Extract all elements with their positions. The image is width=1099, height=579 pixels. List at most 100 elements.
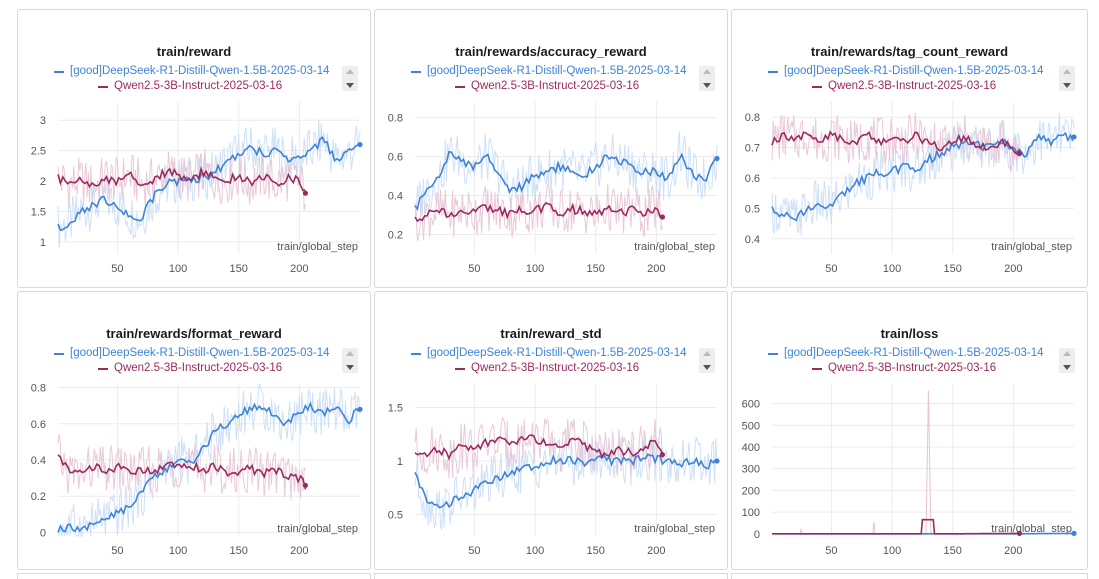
series-raw-trace (57, 119, 361, 248)
series-raw-trace (57, 383, 361, 537)
legend-item-series-b[interactable]: Qwen2.5-3B-Instruct-2025-03-16 (768, 79, 1048, 94)
x-tick-label: 100 (169, 545, 187, 557)
series-line[interactable] (771, 131, 1074, 222)
series-line[interactable] (414, 202, 663, 223)
scroll-up-icon[interactable] (703, 69, 711, 74)
series-end-point[interactable] (357, 141, 363, 148)
legend-item-series-b[interactable]: Qwen2.5-3B-Instruct-2025-03-16 (768, 361, 1048, 376)
chart-title: train/rewards/accuracy_reward (455, 44, 647, 59)
chart-plot-area[interactable]: 0 100 200 300 400 500 600 50 100 150 200 train/glob… (732, 292, 1088, 570)
series-line[interactable] (57, 401, 360, 533)
series-end-point[interactable] (714, 458, 720, 464)
scroll-up-icon[interactable] (703, 351, 711, 356)
series-end-point[interactable] (1071, 530, 1077, 536)
x-tick-label: 200 (290, 263, 308, 275)
legend-scroll-control[interactable] (1059, 348, 1075, 373)
chart-panel[interactable]: train/rewards/tag_count_reward [good]Deep… (731, 9, 1088, 288)
legend-swatch (455, 85, 465, 88)
chart-panel[interactable]: train/rewards/format_reward [good]DeepSee… (17, 291, 371, 570)
series-end-point[interactable] (302, 482, 309, 488)
scroll-up-icon[interactable] (1063, 69, 1071, 74)
series-raw-trace (414, 131, 718, 218)
series-end-point[interactable] (714, 155, 720, 162)
series-end-point[interactable] (659, 214, 666, 220)
chart-panel[interactable]: train/reward [good]DeepSeek-R1-Distill-Qw… (17, 9, 371, 288)
chart-plot-area[interactable]: 0 0.2 0.4 0.6 0.8 50 100 150 200 train/global_ste… (18, 292, 371, 570)
chart-panel[interactable]: train/loss [good]DeepSeek-R1-Distill-Qwen… (731, 291, 1088, 570)
series-end-point[interactable] (302, 190, 309, 196)
y-tick-label: 0.7 (745, 143, 760, 155)
series-line[interactable] (771, 130, 1021, 156)
legend-item-series-a[interactable]: [good]DeepSeek-R1-Distill-Qwen-1.5B-2025… (768, 64, 1048, 79)
x-axis-label: train/global_step (991, 523, 1072, 535)
chart-panel[interactable]: train/rewards/accuracy_reward [good]DeepS… (374, 9, 728, 288)
series-line[interactable] (772, 518, 1020, 535)
legend-item-series-b[interactable]: Qwen2.5-3B-Instruct-2025-03-16 (54, 361, 334, 376)
chart-plot-area[interactable]: 1 1.5 2 2.5 3 50 100 150 200 train/global_step (18, 10, 371, 288)
series-end-point[interactable] (1016, 151, 1023, 157)
legend-scroll-control[interactable] (342, 348, 358, 373)
legend-swatch (812, 367, 822, 370)
series-raw-trace (771, 112, 1075, 236)
scroll-down-icon[interactable] (703, 83, 711, 88)
y-tick-label: 0.5 (388, 510, 403, 522)
legend-label: [good]DeepSeek-R1-Distill-Qwen-1.5B-2025… (784, 347, 1044, 359)
scroll-up-icon[interactable] (1063, 351, 1071, 356)
series-end-point[interactable] (357, 406, 363, 412)
series-end-point[interactable] (659, 452, 666, 458)
y-tick-label: 0 (40, 527, 46, 539)
chart-plot-area[interactable]: 0.5 1 1.5 50 100 150 200 train/global_step (375, 292, 728, 570)
loss-spike-trace (799, 390, 932, 534)
legend-label: [good]DeepSeek-R1-Distill-Qwen-1.5B-2025… (427, 347, 687, 359)
y-tick-label: 200 (742, 485, 760, 497)
series-line[interactable] (57, 454, 307, 490)
y-tick-label: 600 (742, 399, 760, 411)
legend-item-series-a[interactable]: [good]DeepSeek-R1-Distill-Qwen-1.5B-2025… (54, 346, 334, 361)
legend-scroll-control[interactable] (342, 66, 358, 91)
legend-item-series-b[interactable]: Qwen2.5-3B-Instruct-2025-03-16 (54, 79, 334, 94)
series-end-point[interactable] (1071, 134, 1077, 140)
chart-plot-area[interactable]: 0.4 0.5 0.6 0.7 0.8 50 100 150 200 train/global_s… (732, 10, 1088, 288)
series-raw-trace (414, 416, 663, 479)
legend-item-series-a[interactable]: [good]DeepSeek-R1-Distill-Qwen-1.5B-2025… (54, 64, 334, 79)
y-tick-label: 300 (742, 464, 760, 476)
legend-scroll-control[interactable] (699, 348, 715, 373)
series-line[interactable] (414, 150, 717, 211)
legend-scroll-control[interactable] (699, 66, 715, 91)
legend-item-series-a[interactable]: [good]DeepSeek-R1-Distill-Qwen-1.5B-2025… (768, 346, 1048, 361)
scroll-down-icon[interactable] (346, 83, 354, 88)
x-tick-label: 150 (944, 263, 962, 275)
scroll-down-icon[interactable] (1063, 83, 1071, 88)
legend-label: Qwen2.5-3B-Instruct-2025-03-16 (471, 80, 640, 92)
scroll-up-icon[interactable] (346, 351, 354, 356)
scroll-down-icon[interactable] (1063, 365, 1071, 370)
x-axis-label: train/global_step (277, 523, 358, 535)
x-tick-label: 200 (1004, 545, 1022, 557)
scroll-down-icon[interactable] (346, 365, 354, 370)
series-line[interactable] (57, 166, 306, 192)
legend-item-series-a[interactable]: [good]DeepSeek-R1-Distill-Qwen-1.5B-2025… (411, 346, 691, 361)
legend-swatch (768, 70, 778, 73)
legend-label: Qwen2.5-3B-Instruct-2025-03-16 (114, 362, 283, 374)
legend-item-series-b[interactable]: Qwen2.5-3B-Instruct-2025-03-16 (411, 79, 691, 94)
legend-item-series-a[interactable]: [good]DeepSeek-R1-Distill-Qwen-1.5B-2025… (411, 64, 691, 79)
scroll-down-icon[interactable] (703, 365, 711, 370)
legend-scroll-control[interactable] (1059, 66, 1075, 91)
chart-title: train/reward_std (500, 326, 602, 341)
x-tick-label: 200 (647, 263, 665, 275)
series-line[interactable] (414, 434, 664, 461)
x-tick-label: 100 (169, 263, 187, 275)
legend-swatch (455, 367, 465, 370)
x-tick-label: 200 (1004, 263, 1022, 275)
chart-plot-area[interactable]: 0.2 0.4 0.6 0.8 50 100 150 200 train/global_step (375, 10, 728, 288)
chart-panel[interactable]: train/reward_std [good]DeepSeek-R1-Distil… (374, 291, 728, 570)
series-end-point[interactable] (1016, 530, 1023, 536)
legend-item-series-b[interactable]: Qwen2.5-3B-Instruct-2025-03-16 (411, 361, 691, 376)
series-line[interactable] (57, 136, 359, 232)
next-row-panel-edge (731, 573, 1088, 579)
y-tick-label: 1 (397, 456, 403, 468)
y-tick-label: 0.8 (745, 112, 760, 124)
y-tick-label: 3 (40, 115, 46, 127)
series-line[interactable] (414, 452, 717, 509)
scroll-up-icon[interactable] (346, 69, 354, 74)
